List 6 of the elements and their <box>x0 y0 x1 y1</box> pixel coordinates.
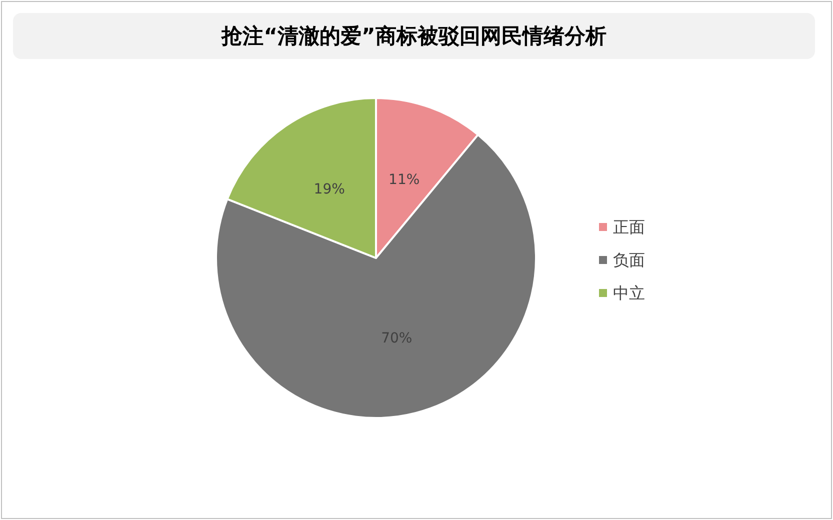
legend-label: 负面 <box>613 250 645 270</box>
chart-title: 抢注“清澈的爱”商标被驳回网民情绪分析 <box>13 13 815 59</box>
data-label: 19% <box>314 181 345 198</box>
legend-label: 中立 <box>613 284 645 302</box>
legend-label: 正面 <box>613 218 645 236</box>
data-label: 11% <box>388 172 420 188</box>
